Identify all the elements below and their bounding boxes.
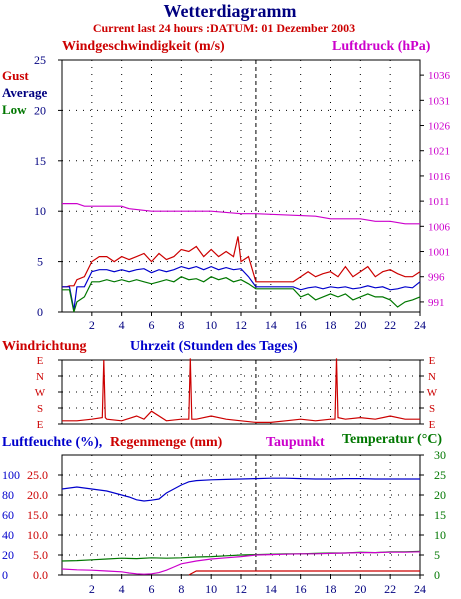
direction-label-left: N	[36, 371, 44, 383]
wind-x-tick-label: 14	[265, 318, 277, 332]
rain-y-tick-label: 5.0	[33, 548, 48, 562]
wind-y-tick-label: 15	[34, 154, 46, 168]
temp-y-tick-label: 5	[434, 548, 440, 562]
direction-label-left: E	[37, 419, 44, 431]
series-low	[62, 276, 421, 313]
temp-y-tick-label: 30	[434, 448, 446, 462]
direction-label-left: W	[35, 387, 46, 399]
pressure-y-tick-label: 1026	[428, 121, 451, 133]
wind-y-tick-label: 0	[37, 305, 43, 319]
series-average	[62, 265, 421, 311]
wind-x-tick-label: 20	[354, 318, 366, 332]
humidity-x-tick-label: 6	[149, 582, 155, 596]
humidity-x-tick-label: 8	[178, 582, 184, 596]
chart-title: Wetterdiagramm	[164, 1, 297, 21]
legend-low: Low	[2, 102, 27, 117]
chart-subtitle: Current last 24 hours :DATUM: 01 Dezembe…	[93, 21, 355, 35]
wind-y-tick-label: 10	[34, 204, 46, 218]
pressure-y-tick-label: 1016	[428, 171, 451, 183]
humidity-x-tick-label: 10	[205, 582, 217, 596]
humidity-x-tick-label: 16	[295, 582, 307, 596]
direction-label-right: W	[427, 387, 438, 399]
series-gust	[62, 236, 421, 288]
wind-y-tick-label: 5	[37, 255, 43, 269]
temp-y-tick-label: 20	[434, 488, 446, 502]
humidity-x-tick-label: 12	[235, 582, 247, 596]
direction-label-right: N	[428, 371, 436, 383]
wind-y-tick-label: 20	[34, 103, 46, 117]
humidity-x-tick-label: 18	[325, 582, 337, 596]
wind-x-tick-label: 18	[325, 318, 337, 332]
direction-plot-frame	[61, 359, 421, 425]
direction-panel: E EN NW WS SE E	[35, 355, 438, 431]
rain-y-tick-label: 10.0	[27, 528, 48, 542]
wind-x-tick-label: 12	[235, 318, 247, 332]
wind-x-tick-label: 4	[119, 318, 125, 332]
humidity-panel: 0 5 10 15 20 25 30 0.0 5.0 10.0 15.0 20.0 25.0 0 20 40 6…	[2, 448, 446, 596]
pressure-y-tick-label: 1011	[428, 196, 450, 208]
humidity-y-tick-label: 100	[2, 468, 20, 482]
temp-y-tick-label: 10	[434, 528, 446, 542]
humidity-y-tick-label: 0	[2, 568, 8, 582]
series-luftfeuchte	[61, 477, 420, 502]
temperature-title: Temperatur (°C)	[342, 432, 442, 447]
direction-label-right: S	[429, 403, 435, 415]
wind-title: Windgeschwindigkeit (m/s)	[62, 39, 225, 54]
pressure-title: Luftdruck (hPa)	[332, 39, 431, 54]
pressure-y-tick-label: 1006	[428, 221, 451, 233]
wind-panel: 0510152025991996100110061011101610211026…	[34, 53, 451, 332]
rain-y-tick-label: 15.0	[27, 508, 48, 522]
humidity-x-tick-label: 2	[89, 582, 95, 596]
direction-label-left: S	[37, 403, 43, 415]
rain-y-tick-label: 20.0	[27, 488, 48, 502]
series-regenmenge	[188, 570, 420, 576]
series-taupunkt	[61, 551, 421, 575]
legend-average: Average	[2, 85, 47, 100]
temp-y-tick-label: 15	[434, 508, 446, 522]
wind-x-tick-label: 24	[414, 318, 426, 332]
humidity-x-tick-label: 14	[265, 582, 277, 596]
time-axis-label: Uhrzeit (Stunden des Tages)	[130, 339, 298, 354]
wind-x-tick-label: 22	[384, 318, 396, 332]
temp-y-tick-label: 0	[434, 568, 440, 582]
rain-y-tick-label: 25.0	[27, 468, 48, 482]
pressure-y-tick-label: 1021	[428, 146, 450, 158]
rain-title: Regenmenge (mm)	[110, 435, 223, 450]
humidity-y-tick-label: 60	[2, 508, 14, 522]
dewpoint-title: Taupunkt	[266, 435, 325, 450]
series-windrichtung	[62, 358, 420, 423]
wind-x-tick-label: 8	[178, 318, 184, 332]
wind-x-tick-label: 16	[295, 318, 307, 332]
legend-gust: Gust	[2, 68, 29, 83]
direction-title: Windrichtung	[2, 339, 87, 354]
pressure-y-tick-label: 991	[428, 297, 445, 309]
humidity-x-tick-label: 4	[119, 582, 125, 596]
series-luftdruck	[62, 203, 420, 225]
pressure-y-tick-label: 996	[428, 272, 445, 284]
humidity-y-tick-label: 40	[2, 528, 14, 542]
direction-label-right: E	[429, 419, 436, 431]
pressure-y-tick-label: 1031	[428, 95, 450, 107]
wind-x-tick-label: 2	[89, 318, 95, 332]
wind-x-tick-label: 6	[149, 318, 155, 332]
wind-y-tick-label: 25	[34, 53, 46, 67]
pressure-y-tick-label: 1001	[428, 247, 450, 259]
wind-x-tick-label: 10	[205, 318, 217, 332]
direction-label-right: E	[429, 355, 436, 367]
humidity-x-tick-label: 22	[384, 582, 396, 596]
humidity-x-tick-label: 24	[414, 582, 426, 596]
humidity-x-tick-label: 20	[354, 582, 366, 596]
pressure-y-tick-label: 1036	[428, 70, 451, 82]
direction-label-left: E	[37, 355, 44, 367]
humidity-title: Luftfeuchte (%),	[2, 435, 102, 450]
temp-y-tick-label: 25	[434, 468, 446, 482]
humidity-y-tick-label: 20	[2, 548, 14, 562]
rain-y-tick-label: 0.0	[33, 568, 48, 582]
humidity-y-tick-label: 80	[2, 488, 14, 502]
